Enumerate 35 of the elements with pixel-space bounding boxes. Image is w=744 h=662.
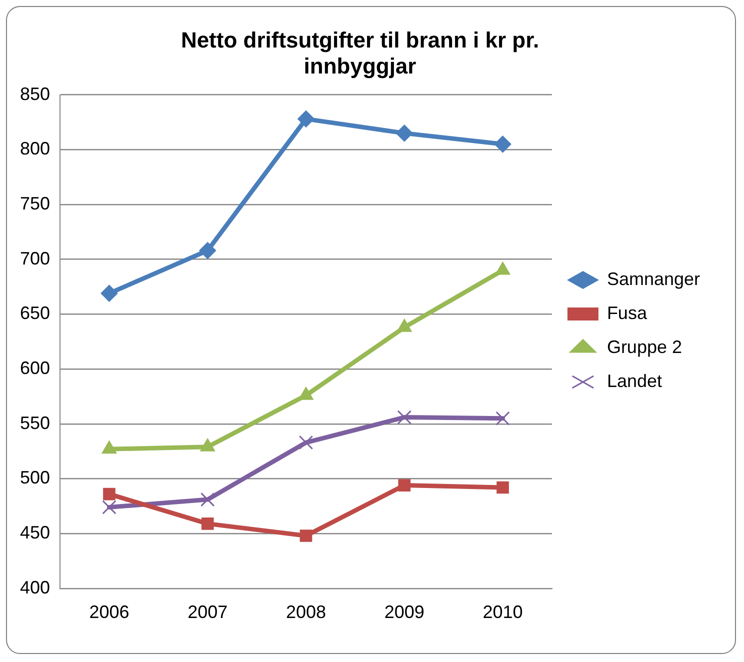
y-tick-label: 850 xyxy=(20,84,50,104)
y-tick-label: 750 xyxy=(20,193,50,214)
chart-title: Netto driftsutgifter til brann i kr pr. innbyggjar xyxy=(180,27,540,79)
y-tick-label: 400 xyxy=(20,577,50,598)
point xyxy=(397,410,412,424)
y-tick-label: 700 xyxy=(20,248,50,268)
x-tick-label: 2008 xyxy=(286,602,326,622)
legend-label: Landet xyxy=(606,370,662,391)
point xyxy=(398,479,411,492)
point xyxy=(496,481,509,494)
x-tick-label: 2007 xyxy=(188,602,228,622)
point xyxy=(297,110,314,128)
x-tick-label: 2006 xyxy=(89,602,130,622)
point xyxy=(199,242,216,260)
legend-label: Gruppe 2 xyxy=(606,336,682,357)
point xyxy=(103,488,116,500)
y-tick-label: 500 xyxy=(20,468,50,488)
point xyxy=(201,518,214,530)
y-tick-label: 550 xyxy=(20,412,50,433)
point xyxy=(496,411,510,426)
point xyxy=(100,284,118,302)
y-tick-label: 650 xyxy=(20,303,50,324)
x-tick-label: 2009 xyxy=(384,602,424,622)
legend-label: Samnanger xyxy=(606,268,700,289)
point xyxy=(102,500,116,514)
y-tick-label: 450 xyxy=(20,522,50,543)
point xyxy=(200,492,215,507)
x-tick-label: 2010 xyxy=(482,602,523,622)
y-tick-label: 600 xyxy=(20,358,50,378)
point xyxy=(494,136,512,153)
point xyxy=(300,530,312,542)
legend-label: Fusa xyxy=(606,302,648,323)
point xyxy=(298,435,314,450)
y-tick-label: 800 xyxy=(20,138,50,159)
point xyxy=(396,124,413,142)
